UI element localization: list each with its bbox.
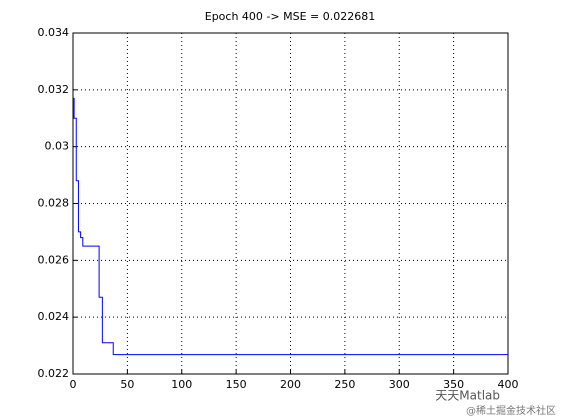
x-tick-label: 200 — [280, 378, 301, 391]
x-tick-label: 250 — [334, 378, 355, 391]
watermark-site: @稀土掘金技术社区 — [466, 404, 556, 417]
y-tick-label: 0.028 — [38, 197, 70, 210]
y-tick-label: 0.03 — [45, 140, 70, 153]
data-line — [73, 97, 508, 356]
chart-title: Epoch 400 -> MSE = 0.022681 — [205, 10, 375, 23]
x-tick-label: 150 — [226, 378, 247, 391]
y-tick-label: 0.034 — [38, 26, 70, 39]
x-tick-label: 100 — [171, 378, 192, 391]
axes-box — [72, 32, 509, 375]
x-tick-label: 0 — [70, 378, 77, 391]
x-tick-label: 50 — [120, 378, 134, 391]
x-tick-label: 350 — [443, 378, 464, 391]
y-tick-label: 0.022 — [38, 367, 70, 380]
y-tick-label: 0.024 — [38, 310, 70, 323]
watermark-brand: 天天Matlab — [435, 389, 500, 403]
x-tick-label: 400 — [498, 378, 519, 391]
y-tick-label: 0.026 — [38, 253, 70, 266]
x-tick-label: 300 — [389, 378, 410, 391]
y-tick-label: 0.032 — [38, 83, 70, 96]
plot-area — [73, 33, 508, 374]
